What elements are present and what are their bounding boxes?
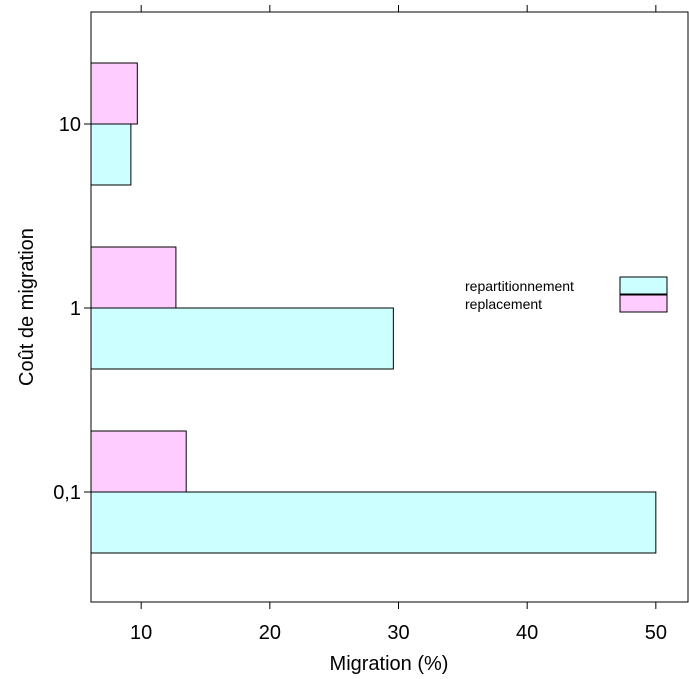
x-tick-label-3: 40 (516, 622, 538, 644)
y-tick-label-2: 10 (59, 114, 81, 136)
x-tick-label-2: 30 (387, 622, 409, 644)
bar-repartitionnement-2 (91, 124, 131, 185)
x-axis-label: Migration (%) (330, 653, 449, 675)
y-tick-label-1: 1 (70, 298, 81, 320)
x-tick-label-4: 50 (645, 622, 667, 644)
bar-replacement-2 (91, 63, 137, 124)
legend: repartitionnement replacement (465, 277, 667, 312)
bar-repartitionnement-0 (91, 492, 656, 553)
bar-replacement-0 (91, 431, 186, 492)
bars-group (91, 63, 656, 553)
legend-label-replacement: replacement (465, 296, 542, 312)
legend-label-repartitionnement: repartitionnement (465, 278, 574, 294)
x-tick-label-0: 10 (130, 622, 152, 644)
bar-replacement-1 (91, 247, 176, 308)
legend-swatch-replacement (620, 295, 667, 312)
x-tick-label-1: 20 (259, 622, 281, 644)
bar-repartitionnement-1 (91, 308, 393, 369)
legend-swatch-repartitionnement (620, 277, 667, 294)
y-axis-label: Coût de migration (16, 228, 38, 386)
y-tick-label-0: 0,1 (53, 482, 81, 504)
